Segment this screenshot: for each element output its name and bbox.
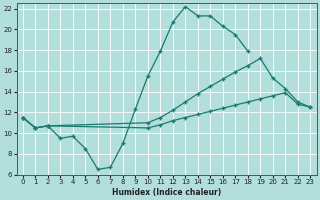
X-axis label: Humidex (Indice chaleur): Humidex (Indice chaleur): [112, 188, 221, 197]
